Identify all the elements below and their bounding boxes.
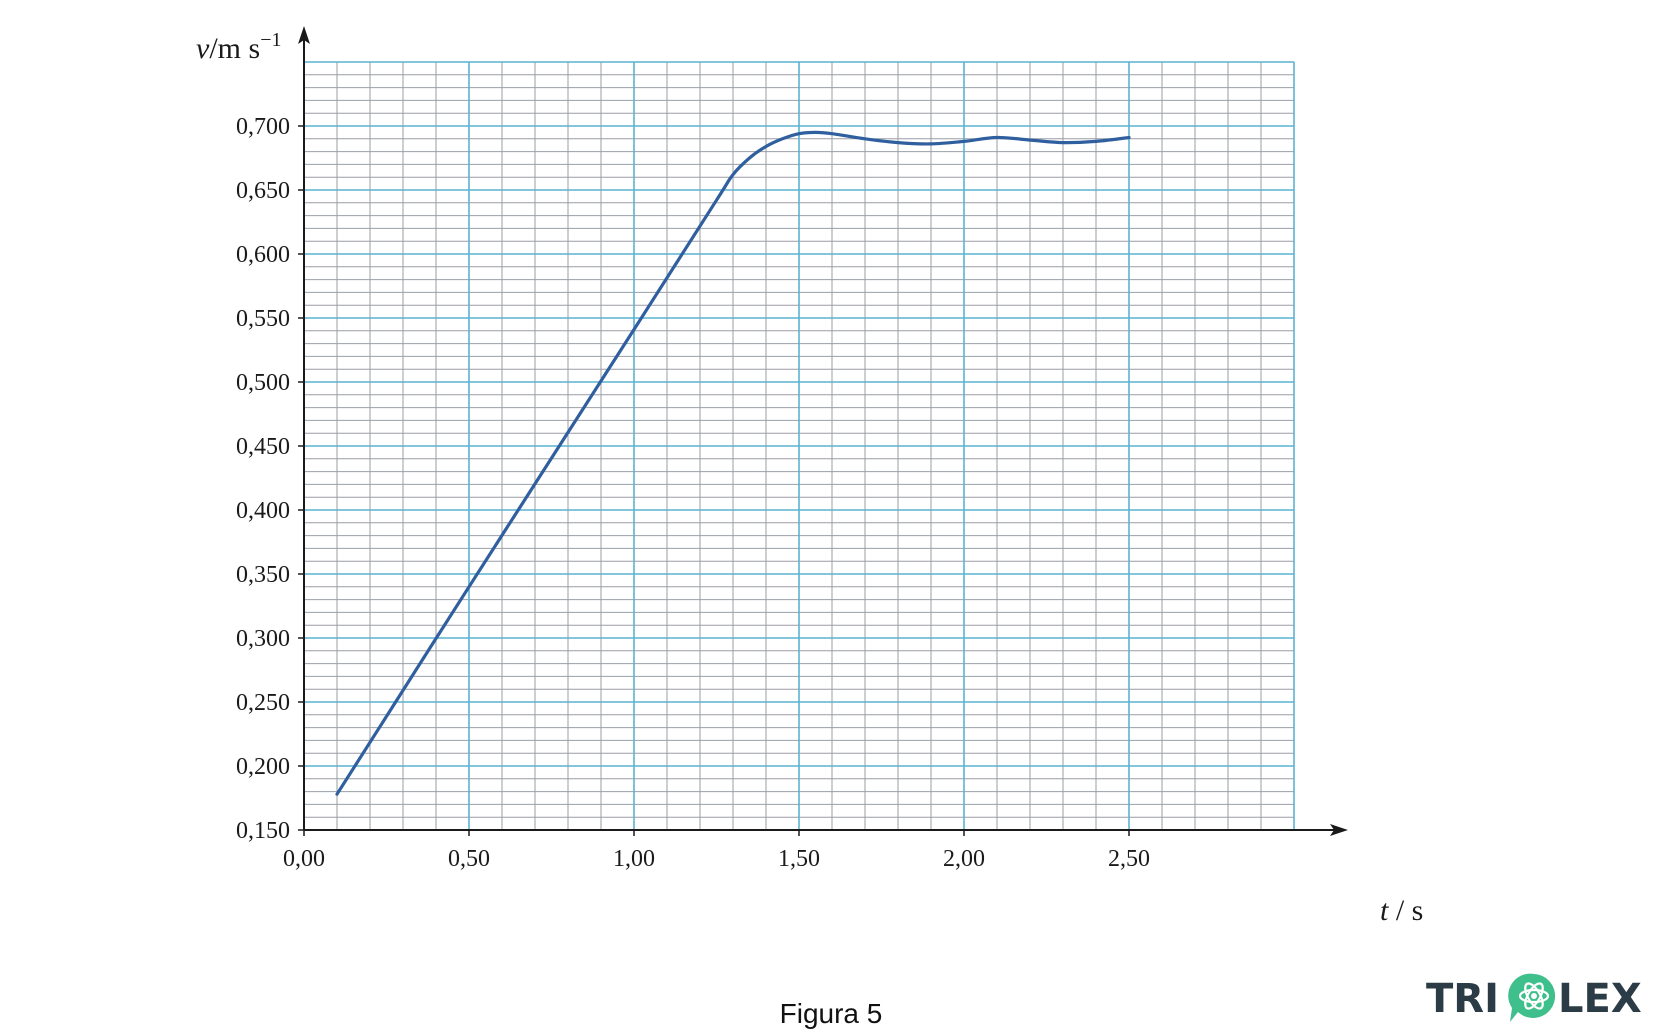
series-group (335, 130, 1131, 796)
x-axis-arrow-icon (1330, 824, 1348, 836)
y-tick-label: 0,500 (236, 370, 290, 396)
y-tick-label: 0,450 (236, 434, 290, 460)
triolex-logo: TRI LEX (1426, 973, 1642, 1022)
y-axis-label: v/m s−1 (196, 29, 281, 65)
y-tick-label: 0,700 (236, 114, 290, 140)
y-axis-label-unit: /m s (209, 32, 260, 65)
tick-labels: 0,00 0,50 1,00 1,50 2,00 2,50 0,150 0,200 0,250 0… (236, 114, 1150, 872)
x-axis-label: t / s (1380, 894, 1423, 927)
y-tick-label: 0,200 (236, 754, 290, 780)
y-tick-label: 0,400 (236, 498, 290, 524)
atom-icon (1508, 973, 1556, 1022)
axes (298, 26, 1348, 836)
y-tick-label: 0,550 (236, 306, 290, 332)
y-tick-label: 0,350 (236, 562, 290, 588)
x-tick-label: 2,00 (943, 846, 985, 872)
x-axis-label-unit: / s (1388, 894, 1423, 927)
x-tick-label: 2,50 (1108, 846, 1150, 872)
x-tick-label: 0,00 (283, 846, 325, 872)
logo-text-left: TRI (1426, 976, 1499, 1022)
figure-caption: Figura 5 (779, 998, 883, 1029)
x-axis-label-variable: t (1380, 894, 1389, 927)
x-tick-label: 0,50 (448, 846, 490, 872)
y-axis-label-exponent: −1 (260, 29, 281, 51)
y-tick-label: 0,150 (236, 818, 290, 844)
x-tick-label: 1,50 (778, 846, 820, 872)
tick-marks (298, 125, 1130, 836)
y-axis-label-variable: v (196, 32, 210, 65)
y-tick-label: 0,650 (236, 178, 290, 204)
y-tick-label: 0,250 (236, 690, 290, 716)
y-tick-label: 0,300 (236, 626, 290, 652)
logo-text-right: LEX (1558, 976, 1642, 1022)
y-axis-arrow-icon (298, 26, 310, 44)
x-tick-label: 1,00 (613, 846, 655, 872)
velocity-curve (335, 130, 1131, 796)
y-tick-label: 0,600 (236, 242, 290, 268)
major-grid (303, 61, 1295, 831)
